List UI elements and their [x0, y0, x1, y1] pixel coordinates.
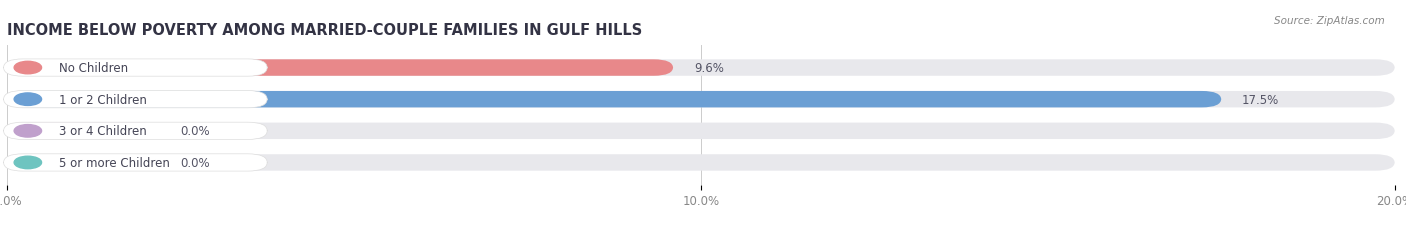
Text: INCOME BELOW POVERTY AMONG MARRIED-COUPLE FAMILIES IN GULF HILLS: INCOME BELOW POVERTY AMONG MARRIED-COUPL… — [7, 23, 643, 38]
FancyBboxPatch shape — [7, 60, 673, 76]
FancyBboxPatch shape — [7, 155, 160, 171]
Text: 5 or more Children: 5 or more Children — [59, 156, 170, 169]
FancyBboxPatch shape — [7, 123, 160, 140]
Text: 0.0%: 0.0% — [180, 156, 209, 169]
FancyBboxPatch shape — [4, 154, 267, 171]
Text: 3 or 4 Children: 3 or 4 Children — [59, 125, 146, 138]
FancyBboxPatch shape — [7, 91, 1222, 108]
Text: 0.0%: 0.0% — [180, 125, 209, 138]
Text: 17.5%: 17.5% — [1241, 93, 1279, 106]
FancyBboxPatch shape — [4, 60, 267, 77]
Circle shape — [14, 125, 42, 137]
Text: 9.6%: 9.6% — [695, 62, 724, 75]
FancyBboxPatch shape — [4, 123, 267, 140]
Text: Source: ZipAtlas.com: Source: ZipAtlas.com — [1274, 16, 1385, 26]
Circle shape — [14, 157, 42, 169]
Circle shape — [14, 94, 42, 106]
FancyBboxPatch shape — [7, 60, 1395, 76]
Text: No Children: No Children — [59, 62, 128, 75]
FancyBboxPatch shape — [7, 91, 1395, 108]
Circle shape — [14, 62, 42, 74]
Text: 1 or 2 Children: 1 or 2 Children — [59, 93, 148, 106]
FancyBboxPatch shape — [7, 123, 1395, 140]
FancyBboxPatch shape — [7, 155, 1395, 171]
FancyBboxPatch shape — [4, 91, 267, 108]
